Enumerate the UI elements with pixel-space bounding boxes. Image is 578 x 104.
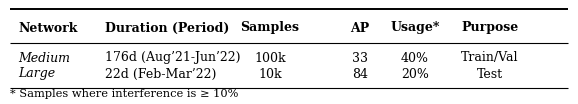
Text: * Samples where interference is ≥ 10%: * Samples where interference is ≥ 10% [10,89,238,99]
Text: Purpose: Purpose [461,22,518,35]
Text: 22d (Feb-Mar’22): 22d (Feb-Mar’22) [105,67,216,80]
Text: 84: 84 [352,67,368,80]
Text: 176d (Aug’21-Jun’22): 176d (Aug’21-Jun’22) [105,51,240,64]
Text: 40%: 40% [401,51,429,64]
Text: Usage*: Usage* [390,22,440,35]
Text: Large: Large [18,67,55,80]
Text: 33: 33 [352,51,368,64]
Text: Medium: Medium [18,51,70,64]
Text: Duration (Period): Duration (Period) [105,22,229,35]
Text: 10k: 10k [258,67,282,80]
Text: Network: Network [18,22,77,35]
Text: Samples: Samples [240,22,299,35]
Text: Train/Val: Train/Val [461,51,518,64]
Text: Test: Test [477,67,503,80]
Text: 20%: 20% [401,67,429,80]
Text: 100k: 100k [254,51,286,64]
Text: AP: AP [350,22,369,35]
